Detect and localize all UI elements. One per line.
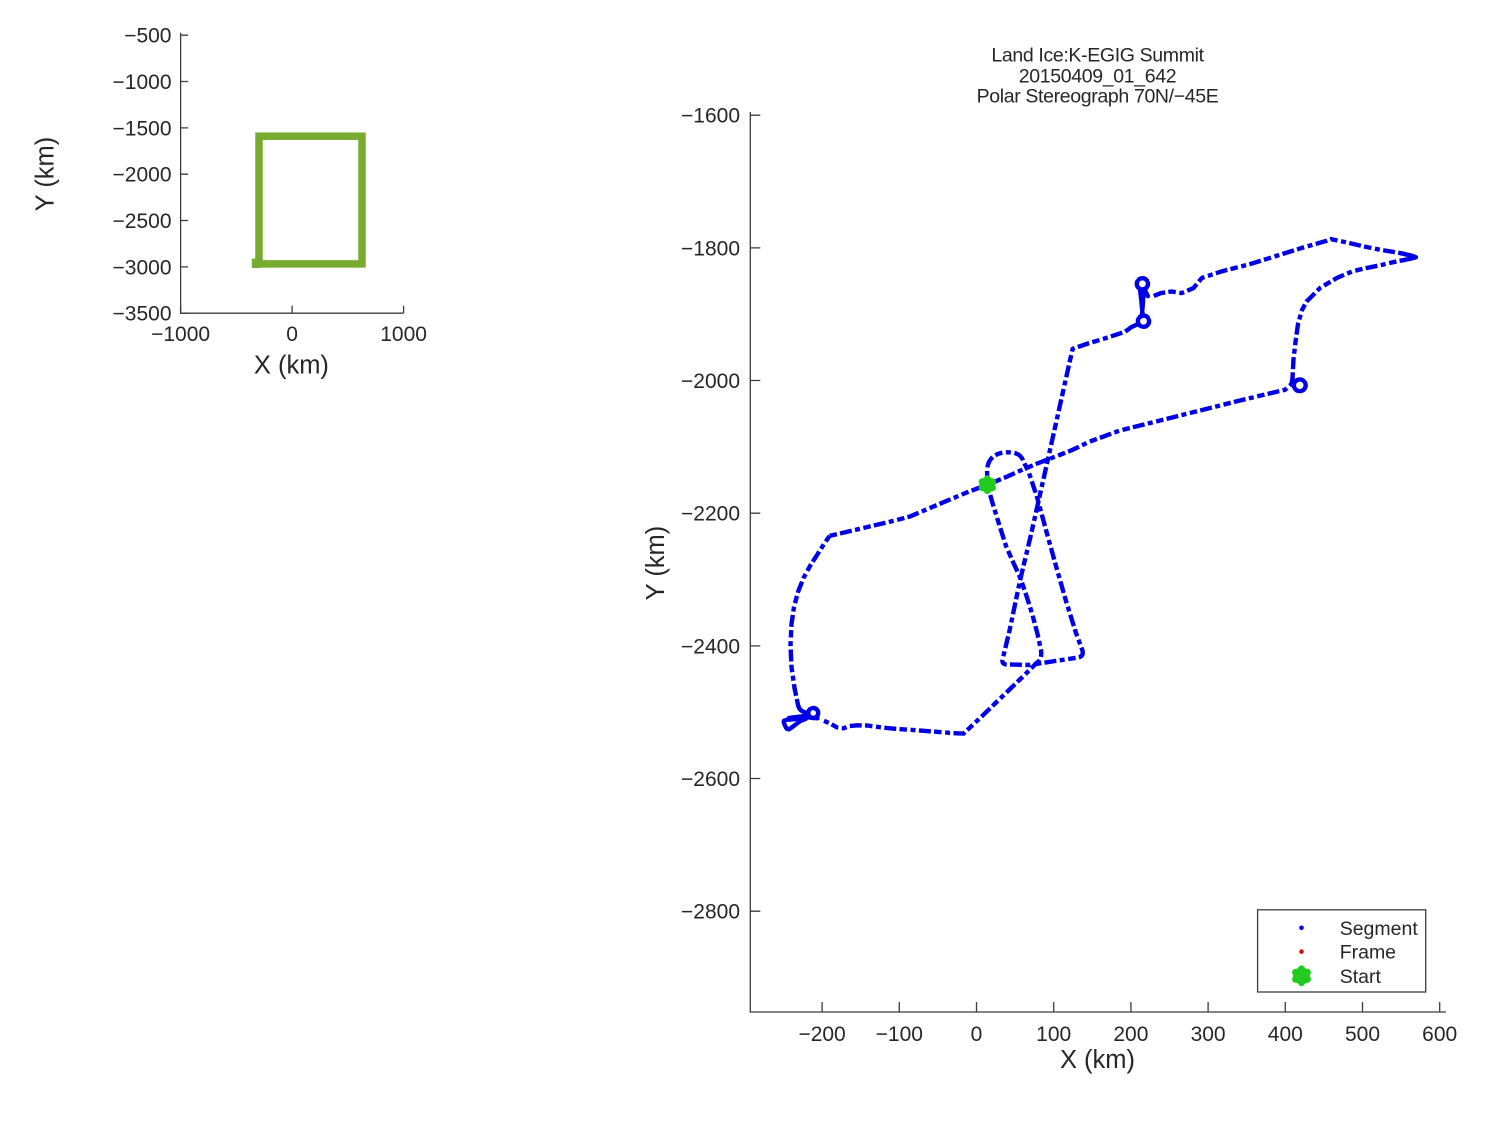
svg-text:Y (km): Y (km) — [32, 137, 60, 212]
svg-text:−2000: −2000 — [681, 370, 740, 393]
svg-text:−1800: −1800 — [681, 237, 740, 260]
svg-text:0: 0 — [286, 323, 298, 346]
svg-text:Start: Start — [1340, 966, 1382, 988]
svg-text:−2800: −2800 — [681, 901, 740, 924]
svg-text:−3500: −3500 — [113, 303, 172, 326]
svg-text:−100: −100 — [876, 1023, 923, 1046]
svg-text:Polar Stereograph 70N/−45E: Polar Stereograph 70N/−45E — [977, 85, 1219, 107]
svg-text:100: 100 — [1036, 1023, 1071, 1046]
svg-text:X (km): X (km) — [1060, 1046, 1135, 1074]
svg-text:500: 500 — [1345, 1023, 1380, 1046]
svg-text:−2200: −2200 — [681, 503, 740, 526]
svg-text:−2400: −2400 — [681, 635, 740, 658]
svg-text:−2600: −2600 — [681, 768, 740, 791]
svg-text:−1500: −1500 — [113, 117, 172, 140]
svg-text:300: 300 — [1191, 1023, 1226, 1046]
svg-text:Segment: Segment — [1340, 918, 1419, 940]
svg-text:0: 0 — [971, 1023, 983, 1046]
svg-text:400: 400 — [1268, 1023, 1303, 1046]
svg-text:20150409_01_642: 20150409_01_642 — [1019, 66, 1176, 88]
svg-text:−200: −200 — [798, 1023, 845, 1046]
svg-text:Y (km): Y (km) — [642, 526, 670, 601]
svg-text:X (km): X (km) — [254, 352, 329, 380]
svg-text:−1000: −1000 — [113, 71, 172, 94]
svg-text:−500: −500 — [124, 25, 171, 48]
svg-text:−1600: −1600 — [681, 105, 740, 128]
svg-text:−1000: −1000 — [151, 323, 210, 346]
svg-text:200: 200 — [1113, 1023, 1148, 1046]
svg-text:−3000: −3000 — [113, 256, 172, 279]
svg-text:Frame: Frame — [1340, 942, 1396, 964]
svg-text:−2000: −2000 — [113, 164, 172, 187]
svg-text:Land Ice:K-EGIG Summit: Land Ice:K-EGIG Summit — [991, 45, 1204, 67]
svg-text:−2500: −2500 — [113, 210, 172, 233]
svg-text:1000: 1000 — [380, 323, 427, 346]
svg-text:600: 600 — [1422, 1023, 1457, 1046]
